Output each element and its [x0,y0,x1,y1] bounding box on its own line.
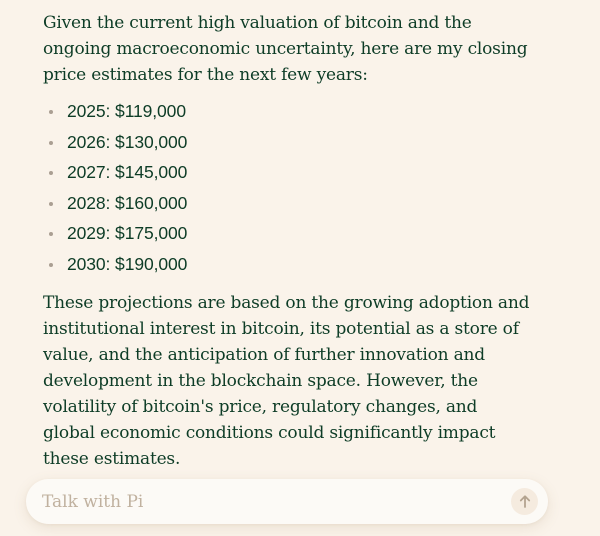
estimate-text: 2029: $175,000 [67,223,188,244]
list-item: 2029: $175,000 [43,218,533,249]
bullet-icon [49,232,53,237]
bullet-icon [49,201,53,206]
message-closing: These projections are based on the growi… [43,292,530,469]
bullet-icon [49,110,53,114]
send-button[interactable] [511,488,538,515]
message-composer [26,479,548,524]
list-item: 2025: $119,000 [43,96,533,127]
estimates-list: 2025: $119,000 2026: $130,000 2027: $145… [43,96,533,280]
arrow-up-icon [519,495,530,508]
bullet-icon [49,262,53,267]
assistant-message: Given the current high valuation of bitc… [43,10,533,472]
list-item: 2026: $130,000 [43,127,533,158]
estimate-text: 2030: $190,000 [67,253,188,274]
estimate-text: 2028: $160,000 [67,192,188,213]
list-item: 2027: $145,000 [43,157,533,188]
list-item: 2030: $190,000 [43,249,533,280]
estimate-text: 2025: $119,000 [67,101,186,121]
message-intro: Given the current high valuation of bitc… [43,13,528,85]
chat-input[interactable] [42,479,492,524]
list-item: 2028: $160,000 [43,188,533,219]
bullet-icon [49,171,53,176]
bullet-icon [49,140,53,145]
estimate-text: 2027: $145,000 [67,162,188,183]
estimate-text: 2026: $130,000 [67,131,188,152]
